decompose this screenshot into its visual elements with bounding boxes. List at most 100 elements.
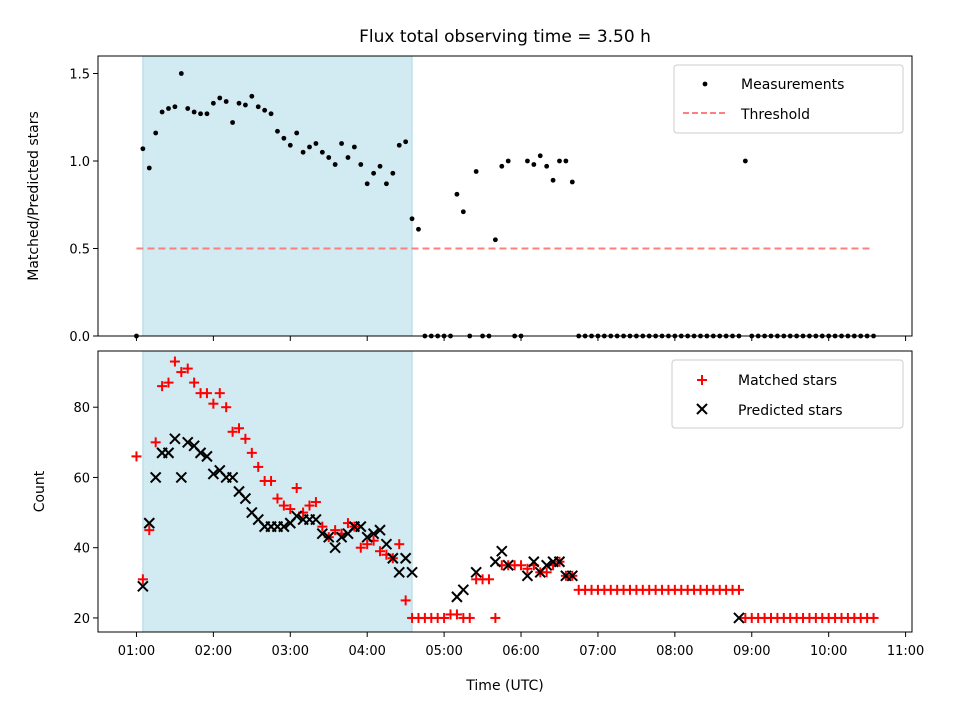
predicted-star-point [182,436,194,449]
bottom-legend-box [671,359,904,429]
measurement-point [307,144,312,150]
measurement-point [345,155,351,160]
top-y-axis-ticks: 0.0 0.5 1.0 1.5 [69,68,98,345]
measurement-point [569,179,575,185]
cross-stroke-b [207,468,220,480]
predicted-star-point [194,447,207,459]
measurement-point [396,142,402,148]
measurement-point [313,141,319,146]
x-tick-label: 05:00 [425,644,462,659]
predicted-star-point [521,570,534,582]
measurement-point [531,162,537,167]
cross-stroke-b [496,545,508,557]
cross-stroke-b [457,584,470,596]
measurement-point [230,120,235,125]
cross-stroke-b [406,566,418,578]
measurement-point [191,109,197,115]
matched-star-point [189,377,200,388]
cross-stroke-b [566,570,579,582]
measurement-point [384,181,389,187]
x-tick-label: 09:00 [733,644,770,659]
predicted-star-point [335,531,348,543]
y-tick-label: 0.0 [69,330,90,345]
cross-stroke-b [194,447,207,459]
cross-stroke-b [226,471,239,484]
predicted-star-point [380,538,393,550]
cross-stroke-b [470,566,482,578]
matched-star-point [201,388,212,399]
cross-stroke-b [182,436,194,449]
cross-stroke-b [361,531,373,543]
predicted-star-point [323,531,335,543]
predicted-star-point [361,531,373,543]
cross-stroke-b [233,485,245,498]
predicted-star-point [143,517,155,529]
predicted-star-point [316,527,329,540]
cross-stroke-b [201,450,213,463]
measurement-point [153,130,159,136]
cross-stroke-b [393,566,405,578]
measurement-point [326,155,332,160]
matched-star-point [214,388,225,399]
measurement-point [198,111,203,117]
matched-star-point [266,475,277,486]
predicted-star-point [207,468,220,480]
x-tick-label: 07:00 [579,644,616,659]
measurement-point [557,158,562,164]
top-legend: Measurements Threshold [673,64,904,134]
measurement-point [185,106,191,111]
cross-stroke-b [246,506,258,519]
cross-stroke-b [310,513,322,526]
matched-star-point [240,433,251,444]
measurement-point [217,95,223,101]
measurement-point [403,139,409,145]
matched-star-point [400,595,411,606]
cross-stroke-b [143,517,155,529]
cross-stroke-b [380,538,393,550]
measurement-point [249,93,255,99]
matched-star-point [310,497,321,508]
top-y-axis-label: Matched/Predicted stars [26,111,42,281]
matched-star-point [285,504,296,515]
measurement-point [223,99,229,104]
matched-star-point [150,437,161,448]
cross-stroke-b [489,556,502,568]
cross-stroke-b [316,527,329,540]
x-tick-label: 01:00 [118,644,155,659]
measurement-point [409,216,415,222]
y-tick-label: 1.0 [69,155,90,170]
x-tick-label: 08:00 [656,644,693,659]
cross-stroke-b [329,541,341,554]
matched-star-point [451,609,462,620]
measurement-point [544,163,550,169]
top-axes-frame [97,55,913,337]
measurement-point [146,165,152,171]
measurement-point [460,209,466,215]
cross-stroke-b [355,520,367,533]
cross-stroke-b [175,471,188,484]
matched-star-point [246,447,257,458]
measurement-point [416,226,421,232]
observing-interval-shade-top [142,55,413,337]
predicted-star-point [175,471,188,484]
predicted-star-point [393,566,405,578]
predicted-stars-points [137,433,745,624]
legend-predicted-label: Predicted stars [738,403,843,419]
measurement-point [172,104,178,110]
matched-star-point [291,482,302,493]
measurement-point [332,162,338,167]
predicted-star-point [387,552,399,564]
matched-star-point [176,367,187,378]
observing-interval-shade-bottom [142,350,413,633]
matched-star-point [516,560,527,571]
bottom-x-axis-ticks: 01:00 02:00 03:00 04:00 05:00 06:00 07:00 08:00… [118,632,924,659]
measurement-point [281,135,287,141]
cross-stroke-b [239,492,252,505]
matched-star-point [868,612,879,623]
predicted-star-point [149,471,162,484]
y-tick-label: 40 [73,542,90,557]
cross-stroke-b [214,464,226,477]
matched-star-point [362,539,373,550]
